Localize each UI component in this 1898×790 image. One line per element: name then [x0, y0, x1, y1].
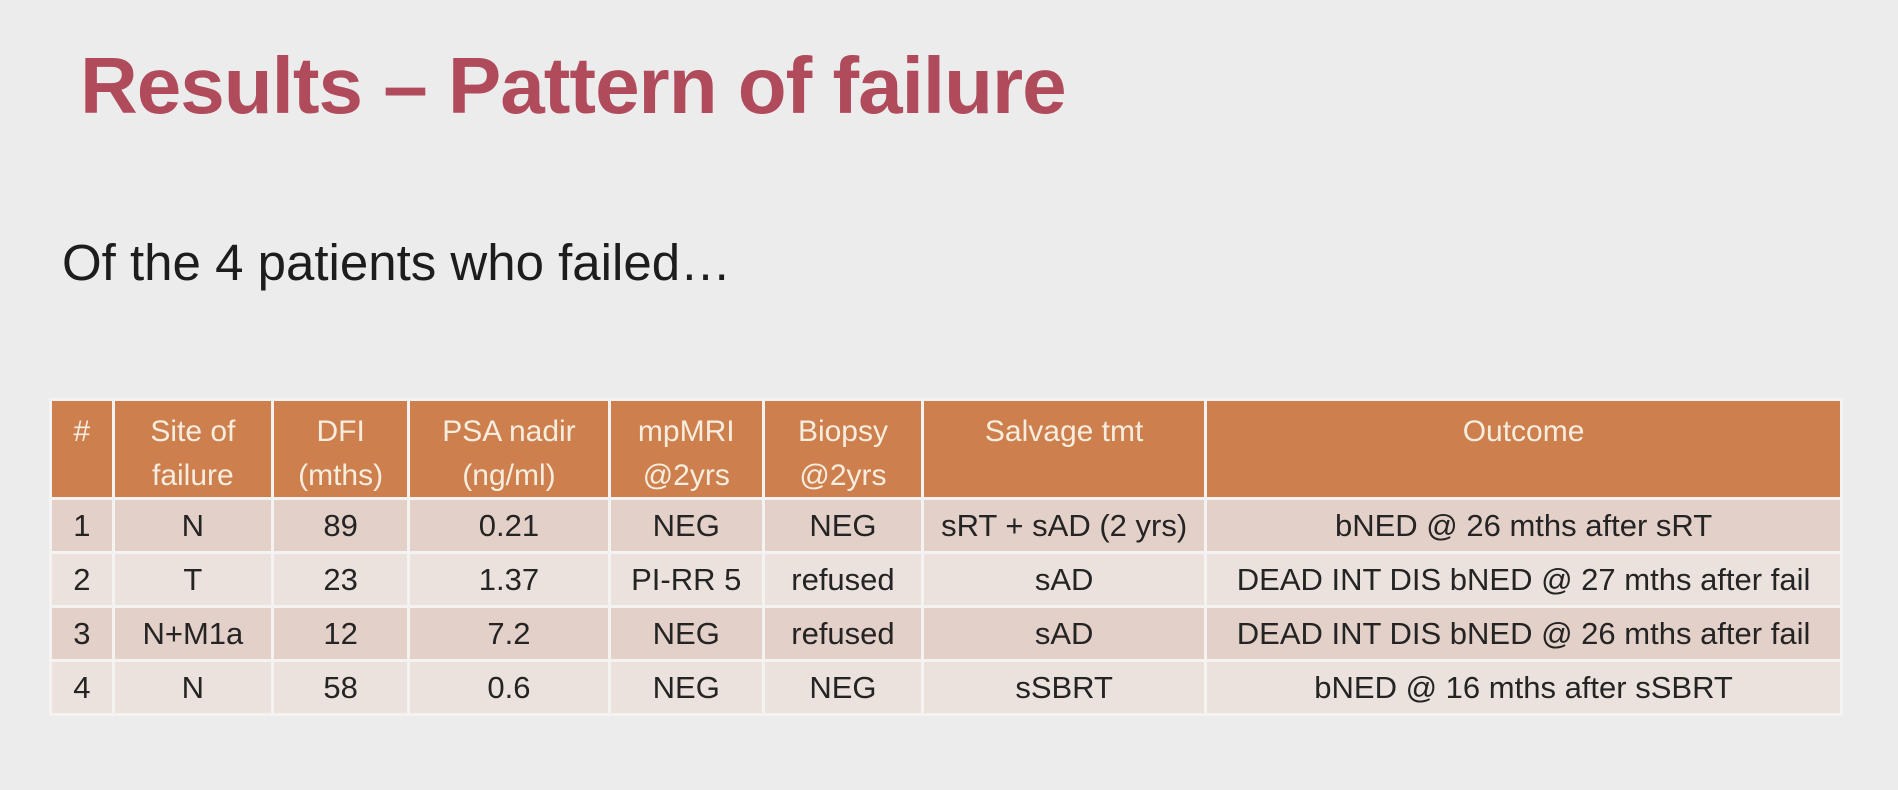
col-header-biopsy: Biopsy @2yrs [761, 398, 925, 500]
cell-dfi: 12 [271, 605, 411, 662]
col-header-number-line1: # [73, 415, 91, 448]
cell-biopsy: refused [761, 605, 925, 662]
col-header-dfi-line2: (mths) [298, 458, 384, 492]
cell-dfi: 23 [271, 551, 411, 608]
col-header-site-of-failure: Site of failure [111, 398, 275, 500]
cell-outcome: DEAD INT DIS bNED @ 26 mths after fail [1204, 605, 1843, 662]
cell-biopsy: refused [761, 551, 925, 608]
slide-subtitle: Of the 4 patients who failed… [62, 234, 732, 291]
cell-patient-number: 2 [49, 551, 115, 608]
col-header-biopsy-line2: @2yrs [799, 458, 887, 492]
cell-outcome: DEAD INT DIS bNED @ 27 mths after fail [1204, 551, 1843, 608]
col-header-site-line2: failure [152, 458, 234, 492]
cell-mpmri: NEG [607, 497, 765, 554]
cell-dfi: 58 [271, 659, 411, 716]
cell-mpmri: PI-RR 5 [607, 551, 765, 608]
cell-salvage-tmt: sAD [921, 605, 1208, 662]
col-header-outcome: Outcome [1204, 398, 1843, 500]
col-header-salvage-tmt: Salvage tmt [921, 398, 1208, 500]
table-row-patient-3: 3 N+M1a 12 7.2 NEG refused sAD DEAD INT … [49, 605, 1843, 662]
cell-patient-number: 1 [49, 497, 115, 554]
cell-biopsy: NEG [761, 497, 925, 554]
col-header-mpmri-line2: @2yrs [642, 458, 730, 492]
cell-site-of-failure: N [111, 659, 275, 716]
col-header-psa-line2: (ng/ml) [462, 458, 556, 492]
col-header-dfi: DFI (mths) [271, 398, 411, 500]
col-header-psa-line1: PSA nadir [442, 415, 576, 448]
col-header-dfi-line1: DFI [316, 415, 365, 448]
cell-site-of-failure: N [111, 497, 275, 554]
cell-psa-nadir: 1.37 [407, 551, 611, 608]
cell-salvage-tmt: sRT + sAD (2 yrs) [921, 497, 1208, 554]
col-header-salvage-line1: Salvage tmt [984, 415, 1144, 448]
col-header-psa-nadir: PSA nadir (ng/ml) [407, 398, 611, 500]
cell-psa-nadir: 7.2 [407, 605, 611, 662]
cell-salvage-tmt: sSBRT [921, 659, 1208, 716]
col-header-mpmri-line1: mpMRI [637, 415, 735, 448]
table-row-patient-1: 1 N 89 0.21 NEG NEG sRT + sAD (2 yrs) bN… [49, 497, 1843, 554]
cell-dfi: 89 [271, 497, 411, 554]
cell-psa-nadir: 0.6 [407, 659, 611, 716]
table-row-patient-4: 4 N 58 0.6 NEG NEG sSBRT bNED @ 16 mths … [49, 659, 1843, 716]
cell-salvage-tmt: sAD [921, 551, 1208, 608]
cell-mpmri: NEG [607, 659, 765, 716]
page-title: Results – Pattern of failure [80, 41, 1067, 130]
col-header-outcome-line1: Outcome [1462, 415, 1585, 448]
cell-patient-number: 4 [49, 659, 115, 716]
pattern-of-failure-table: # Site of failure DFI (mths) PSA nadir (… [49, 398, 1843, 716]
cell-site-of-failure: T [111, 551, 275, 608]
table-header-row: # Site of failure DFI (mths) PSA nadir (… [49, 398, 1843, 500]
cell-outcome: bNED @ 16 mths after sSBRT [1204, 659, 1843, 716]
cell-site-of-failure: N+M1a [111, 605, 275, 662]
cell-mpmri: NEG [607, 605, 765, 662]
col-header-mpmri: mpMRI @2yrs [607, 398, 765, 500]
cell-patient-number: 3 [49, 605, 115, 662]
col-header-biopsy-line1: Biopsy [797, 415, 888, 448]
col-header-number: # [49, 398, 115, 500]
table-row-patient-2: 2 T 23 1.37 PI-RR 5 refused sAD DEAD INT… [49, 551, 1843, 608]
cell-outcome: bNED @ 26 mths after sRT [1204, 497, 1843, 554]
cell-biopsy: NEG [761, 659, 925, 716]
col-header-site-line1: Site of [150, 415, 236, 448]
cell-psa-nadir: 0.21 [407, 497, 611, 554]
